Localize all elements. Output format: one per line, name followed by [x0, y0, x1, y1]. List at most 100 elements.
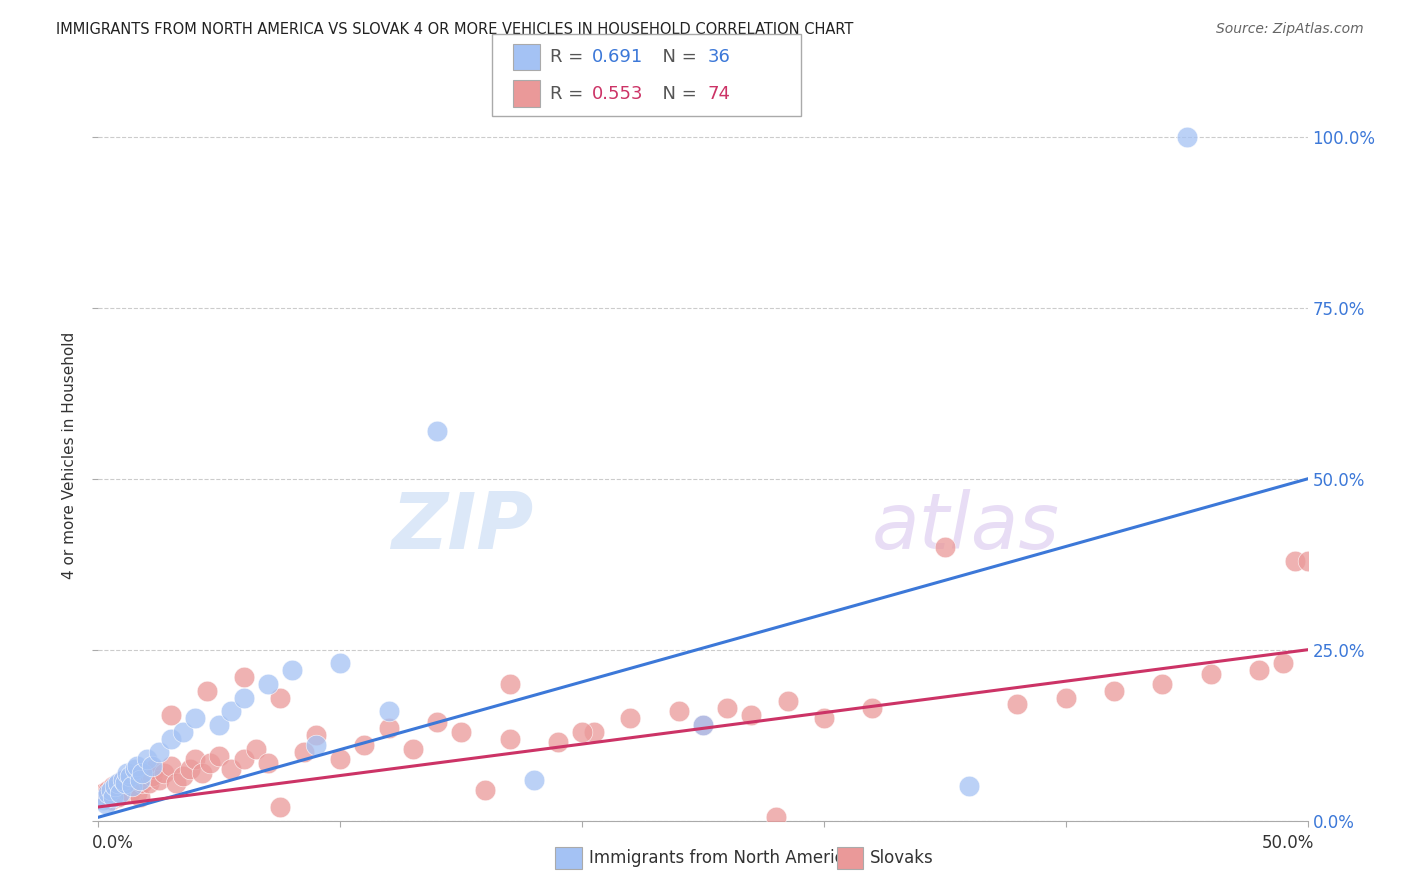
Point	[131, 776, 153, 790]
Point	[426, 424, 449, 438]
Point	[195, 683, 218, 698]
Point	[107, 789, 129, 804]
Point	[94, 797, 117, 811]
Point	[118, 786, 141, 800]
Point	[450, 724, 472, 739]
Point	[108, 776, 131, 790]
Point	[281, 663, 304, 677]
Point	[292, 745, 315, 759]
Point	[191, 765, 214, 780]
Point	[148, 745, 170, 759]
Point	[269, 690, 291, 705]
Point	[232, 670, 254, 684]
Point	[160, 707, 183, 722]
Point	[101, 789, 124, 804]
Point	[208, 748, 231, 763]
Point	[256, 756, 278, 770]
Point	[1284, 554, 1306, 568]
Point	[1249, 663, 1271, 677]
Text: 0.0%: 0.0%	[91, 834, 134, 852]
Point	[1199, 666, 1222, 681]
Point	[124, 763, 146, 777]
Point	[127, 759, 149, 773]
Point	[813, 711, 835, 725]
Point	[353, 739, 375, 753]
Point	[692, 718, 714, 732]
Point	[97, 786, 120, 800]
Point	[128, 789, 150, 804]
Text: atlas: atlas	[872, 489, 1060, 565]
Point	[141, 769, 163, 783]
Point	[1175, 130, 1198, 145]
Text: Immigrants from North America: Immigrants from North America	[589, 849, 853, 867]
Point	[583, 724, 606, 739]
Point	[179, 763, 201, 777]
Point	[101, 780, 124, 794]
Point	[245, 742, 267, 756]
Point	[498, 731, 520, 746]
Point	[269, 800, 291, 814]
Text: Slovaks: Slovaks	[870, 849, 934, 867]
Point	[104, 783, 127, 797]
Point	[329, 657, 352, 671]
Point	[571, 724, 593, 739]
Point	[1007, 698, 1029, 712]
Point	[232, 752, 254, 766]
Point	[474, 783, 496, 797]
Point	[111, 772, 134, 787]
Point	[131, 765, 153, 780]
Point	[100, 793, 122, 807]
Point	[256, 677, 278, 691]
Point	[114, 776, 136, 790]
Text: 74: 74	[707, 85, 730, 103]
Point	[765, 810, 787, 824]
Point	[716, 701, 738, 715]
Text: N =: N =	[651, 85, 703, 103]
Point	[172, 769, 194, 783]
Point	[198, 756, 221, 770]
Text: IMMIGRANTS FROM NORTH AMERICA VS SLOVAK 4 OR MORE VEHICLES IN HOUSEHOLD CORRELAT: IMMIGRANTS FROM NORTH AMERICA VS SLOVAK …	[56, 22, 853, 37]
Point	[121, 780, 143, 794]
Point	[329, 752, 352, 766]
Point	[118, 769, 141, 783]
Text: 0.553: 0.553	[592, 85, 644, 103]
Text: ZIP: ZIP	[391, 489, 534, 565]
Point	[1054, 690, 1077, 705]
Point	[117, 776, 139, 790]
Point	[860, 701, 883, 715]
Point	[221, 763, 243, 777]
Point	[740, 707, 762, 722]
Point	[100, 783, 122, 797]
Point	[523, 772, 546, 787]
Point	[121, 772, 143, 787]
Point	[208, 718, 231, 732]
Point	[402, 742, 425, 756]
Point	[117, 765, 139, 780]
Point	[135, 765, 157, 780]
Point	[1152, 677, 1174, 691]
Point	[957, 780, 980, 794]
Point	[148, 772, 170, 787]
Point	[143, 763, 166, 777]
Point	[619, 711, 641, 725]
Point	[305, 739, 328, 753]
Point	[114, 783, 136, 797]
Point	[776, 694, 799, 708]
Text: R =: R =	[550, 48, 589, 66]
Point	[160, 731, 183, 746]
Text: Source: ZipAtlas.com: Source: ZipAtlas.com	[1216, 22, 1364, 37]
Point	[377, 722, 399, 736]
Text: 0.691: 0.691	[592, 48, 643, 66]
Point	[160, 759, 183, 773]
Point	[547, 735, 569, 749]
Point	[94, 789, 117, 804]
Point	[138, 776, 160, 790]
Point	[165, 776, 187, 790]
Y-axis label: 4 or more Vehicles in Household: 4 or more Vehicles in Household	[62, 331, 77, 579]
Point	[426, 714, 449, 729]
Point	[221, 704, 243, 718]
Point	[377, 704, 399, 718]
Point	[91, 786, 114, 800]
Point	[692, 718, 714, 732]
Point	[1296, 554, 1319, 568]
